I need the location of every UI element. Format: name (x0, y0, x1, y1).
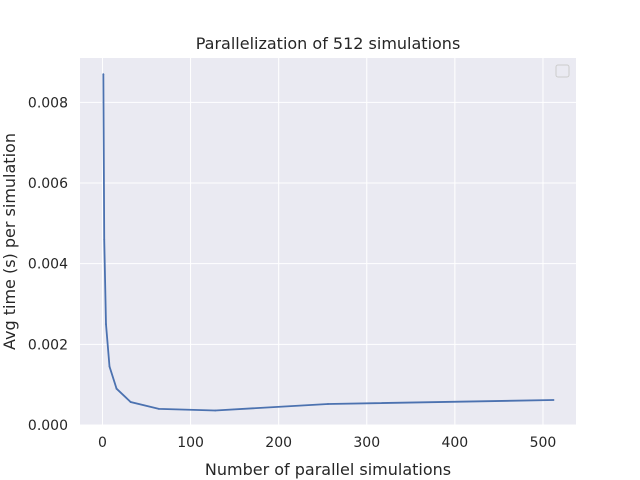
data-point (327, 403, 329, 405)
data-point (102, 73, 105, 76)
legend (555, 64, 570, 78)
grid (80, 58, 576, 426)
x-tick-label: 300 (353, 435, 380, 451)
y-tick-label: 0.006 (28, 176, 68, 192)
data-point (105, 323, 107, 326)
y-tick-label: 0.004 (28, 257, 68, 273)
x-tick-label: 400 (441, 435, 468, 451)
y-axis-label: Avg time (s) per simulation (0, 133, 19, 350)
y-tick-label: 0.000 (28, 418, 68, 434)
data-point (214, 409, 217, 412)
data-point (103, 238, 106, 241)
x-tick-label: 200 (265, 435, 292, 451)
y-tick-label: 0.002 (28, 337, 68, 353)
series-points (102, 73, 555, 412)
data-point (115, 387, 118, 390)
y-tick-labels: 0.000 0.002 0.004 0.006 0.008 (28, 95, 68, 434)
x-axis-label: Number of parallel simulations (205, 460, 451, 479)
series-line (102, 74, 554, 412)
chart-title: Parallelization of 512 simulations (196, 34, 461, 53)
x-tick-label: 100 (177, 435, 204, 451)
x-tick-label: 0 (98, 435, 107, 451)
y-tick-label: 0.008 (28, 95, 68, 111)
data-point (108, 365, 111, 368)
x-tick-labels: 0 100 200 300 400 500 (98, 435, 556, 451)
data-point (552, 399, 555, 401)
legend-box (555, 64, 570, 78)
x-tick-label: 500 (530, 435, 557, 451)
plot-area (80, 58, 576, 425)
data-point (129, 401, 132, 403)
data-point (157, 407, 160, 410)
